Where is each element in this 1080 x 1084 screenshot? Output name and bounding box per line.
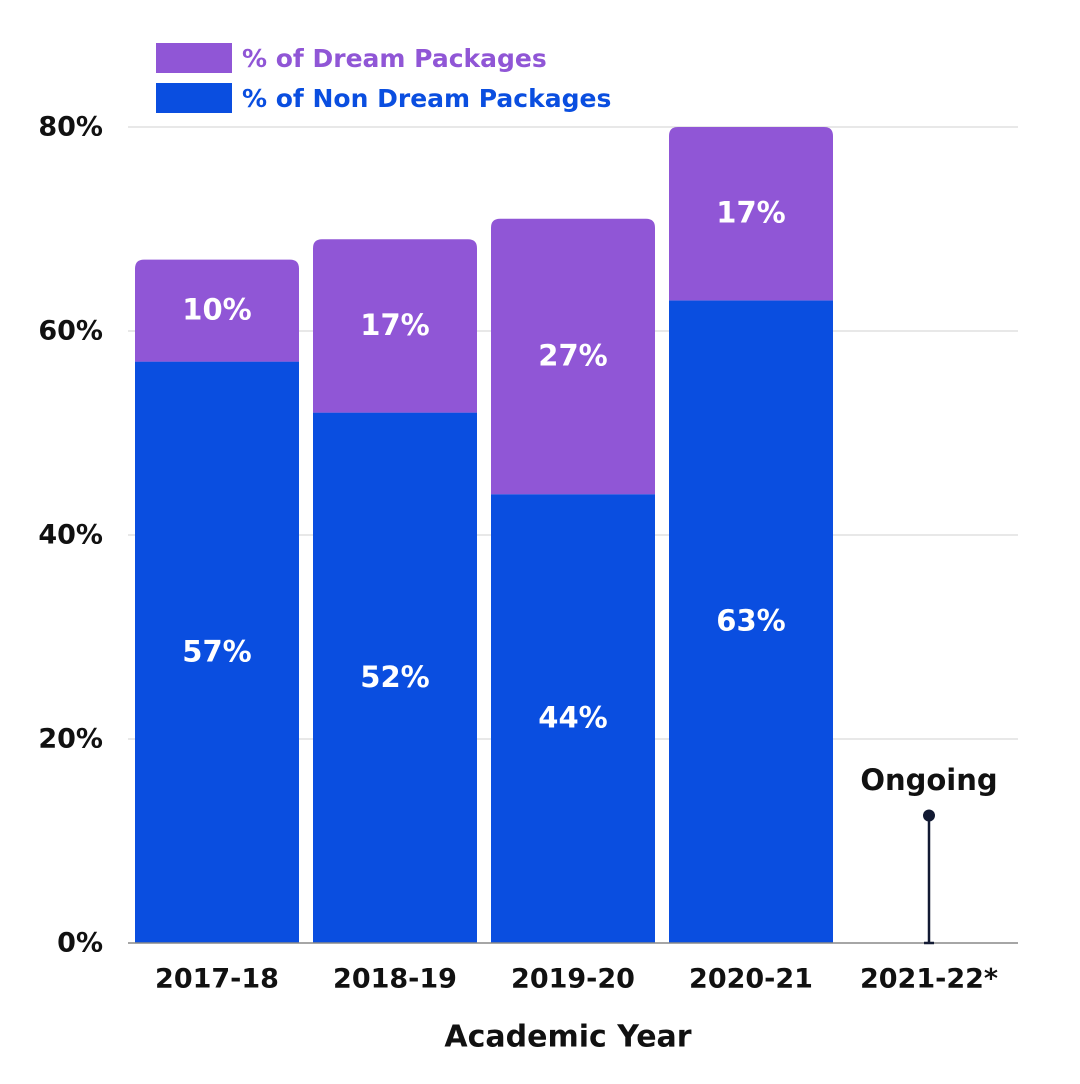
bar-non-dream <box>313 412 477 944</box>
legend-swatch-non-dream <box>156 83 232 113</box>
legend: % of Dream Packages % of Non Dream Packa… <box>156 38 611 118</box>
bar-dream <box>669 127 833 301</box>
bar-label-dream: 17% <box>360 308 429 342</box>
x-tick-label: 2021-22* <box>860 964 998 995</box>
bar-label-dream: 17% <box>716 196 785 230</box>
bar-dream <box>313 239 477 413</box>
y-tick-label: 80% <box>38 112 103 143</box>
bar-dream <box>135 259 299 362</box>
legend-swatch-dream <box>156 43 232 73</box>
bar-label-non-dream: 52% <box>360 660 429 694</box>
bar-label-non-dream: 57% <box>182 634 251 668</box>
x-tick-label: 2019-20 <box>511 964 635 995</box>
legend-label-non-dream: % of Non Dream Packages <box>242 83 612 113</box>
y-tick-label: 20% <box>38 724 103 755</box>
bar-dream <box>491 218 655 495</box>
annotation-label: Ongoing <box>860 763 997 797</box>
y-tick-label: 40% <box>38 520 103 551</box>
x-tick-label: 2017-18 <box>155 964 279 995</box>
bar-non-dream <box>491 494 655 943</box>
bar-non-dream <box>669 300 833 943</box>
bar-non-dream <box>135 361 299 944</box>
x-tick-label: 2018-19 <box>333 964 457 995</box>
y-tick-label: 60% <box>38 316 103 347</box>
x-tick-label: 2020-21 <box>689 964 813 995</box>
legend-item-non-dream: % of Non Dream Packages <box>156 78 611 118</box>
annotation-dot <box>923 809 935 822</box>
bar-label-non-dream: 44% <box>538 701 607 735</box>
legend-item-dream: % of Dream Packages <box>156 38 611 78</box>
bar-label-dream: 10% <box>182 293 251 327</box>
bar-label-dream: 27% <box>538 339 607 373</box>
y-tick-label: 0% <box>57 928 103 959</box>
x-axis-title: Academic Year <box>444 1020 691 1055</box>
bar-label-non-dream: 63% <box>716 604 785 638</box>
legend-label-dream: % of Dream Packages <box>242 43 547 73</box>
